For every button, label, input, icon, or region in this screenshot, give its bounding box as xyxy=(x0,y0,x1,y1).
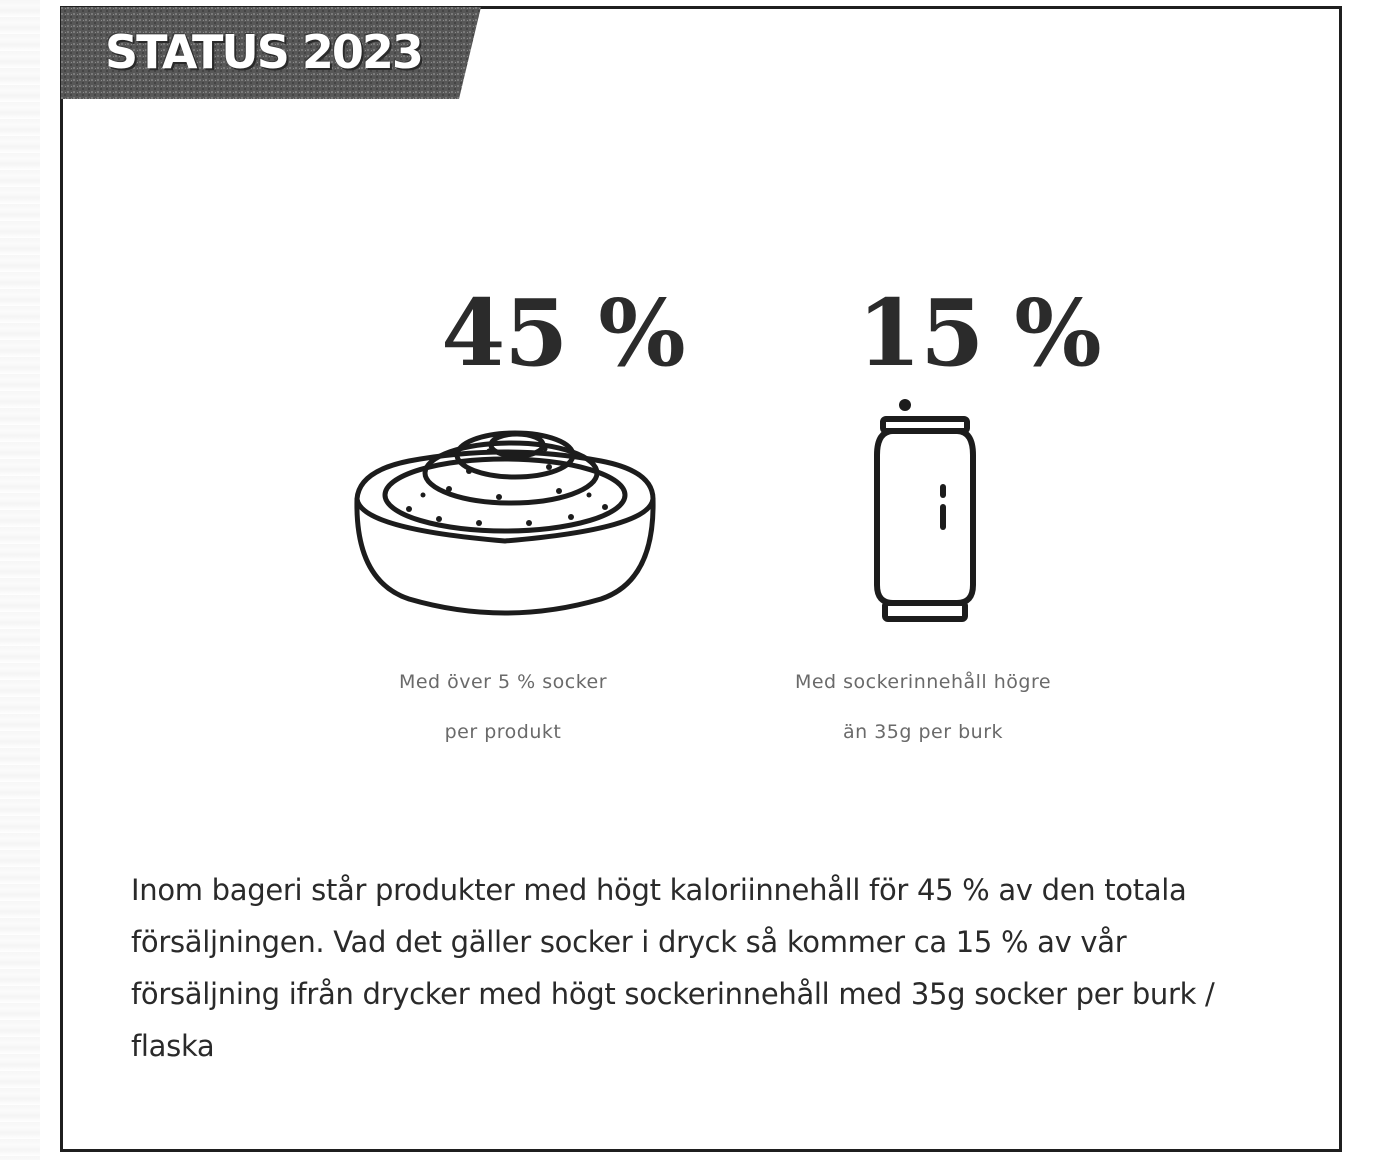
status-title: STATUS 2023 xyxy=(105,25,424,79)
stat-bakery-caption-line2: per produkt xyxy=(444,721,562,743)
status-card: STATUS 2023 45 % xyxy=(60,6,1342,1152)
stat-drinks-caption-line2: än 35g per burk xyxy=(842,721,1004,743)
stat-bakery-caption: Med över 5 % socker per produkt xyxy=(323,657,683,757)
status-banner: STATUS 2023 xyxy=(61,7,481,99)
stat-drinks-caption-line1: Med sockerinnehåll högre xyxy=(794,671,1052,693)
stat-drinks-caption: Med sockerinnehåll högre än 35g per burk xyxy=(723,657,1123,757)
banner-shape xyxy=(61,7,481,99)
stat-bakery-caption-line1: Med över 5 % socker xyxy=(398,671,608,693)
scan-margin xyxy=(0,0,40,1160)
stat-bakery-value: 45 % xyxy=(441,279,685,387)
cinnamon-bun-icon xyxy=(349,411,661,623)
summary-paragraph: Inom bageri står produkter med högt kalo… xyxy=(131,873,1215,1063)
stat-bakery: 45 % xyxy=(363,287,763,379)
soda-can-icon xyxy=(863,395,987,631)
stat-drinks-value: 15 % xyxy=(857,279,1101,387)
stat-drinks: 15 % xyxy=(779,287,1179,379)
